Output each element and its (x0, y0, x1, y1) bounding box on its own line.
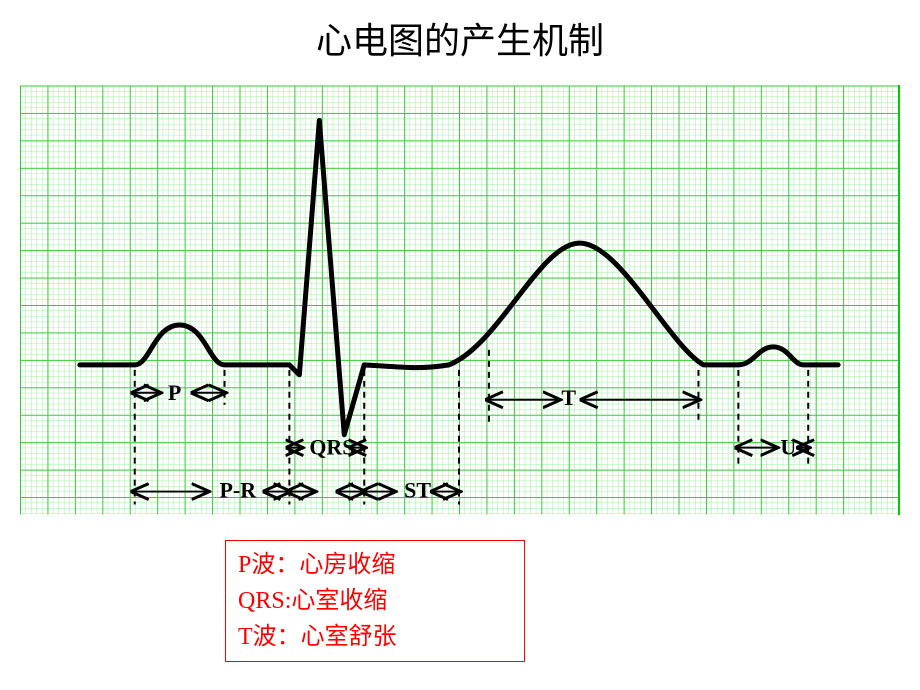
legend-line-p: P波：心房收缩 (238, 547, 512, 583)
legend-box: P波：心房收缩 QRS:心室收缩 T波：心室舒张 (225, 540, 525, 662)
label-qrs: QRS (309, 435, 354, 460)
label-p: P (168, 380, 181, 405)
legend-line-qrs: QRS:心室收缩 (238, 583, 512, 619)
page-title: 心电图的产生机制 (0, 0, 920, 64)
label-st: ST (404, 478, 431, 503)
label-pr: P-R (220, 478, 258, 503)
label-u: U (780, 435, 796, 460)
ecg-svg: P QRS T U P-R ST (20, 85, 898, 515)
ecg-chart: P QRS T U P-R ST (20, 85, 900, 515)
label-t: T (561, 385, 576, 410)
legend-line-t: T波：心室舒张 (238, 619, 512, 655)
